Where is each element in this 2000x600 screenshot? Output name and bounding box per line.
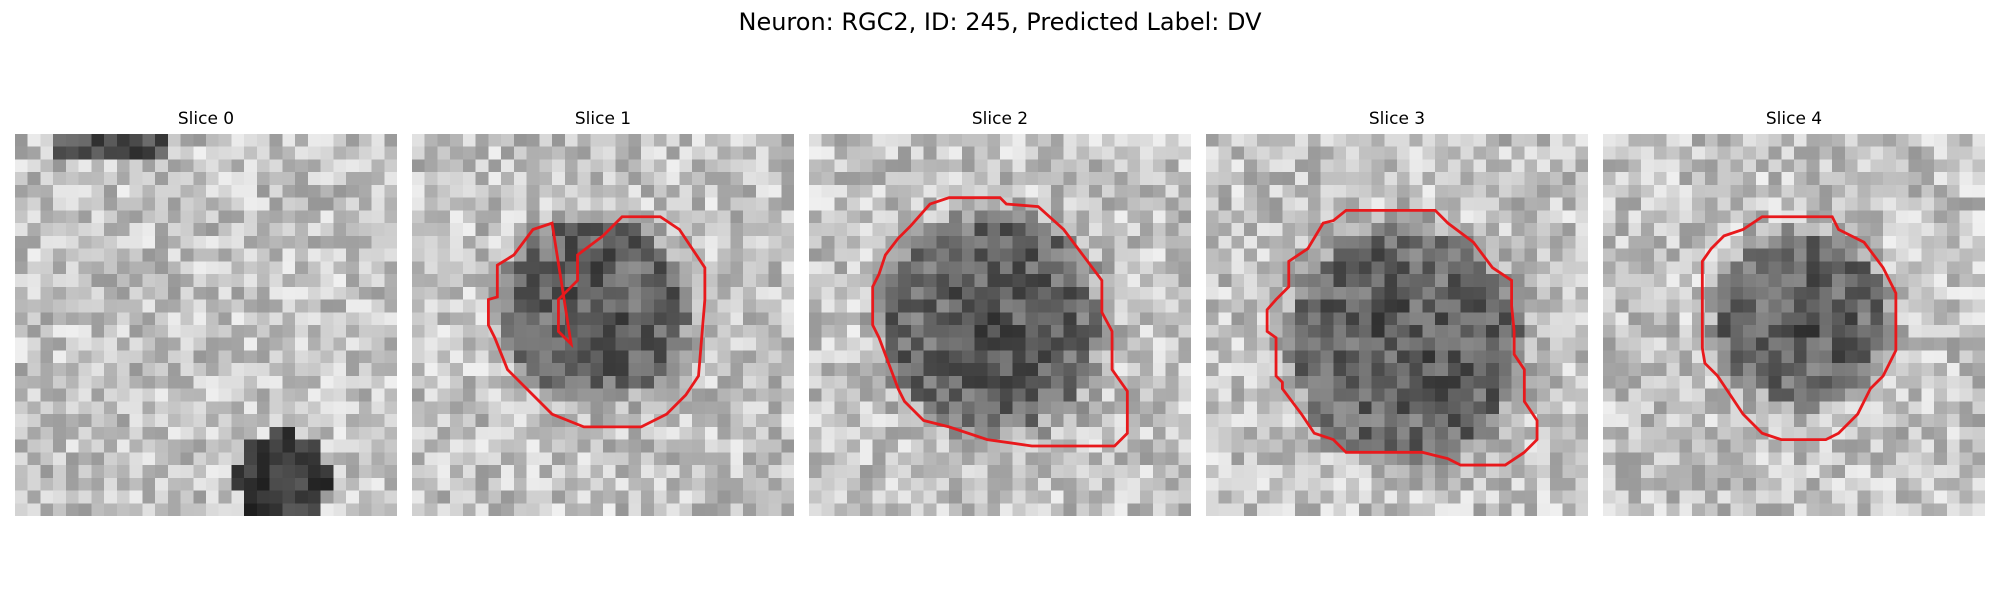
panel-slice-1: Slice 1: [412, 110, 794, 516]
slice-image: [412, 134, 794, 516]
slice-image: [1206, 134, 1588, 516]
panel-title: Slice 2: [971, 109, 1029, 129]
slice-image: [15, 134, 397, 516]
segmentation-outline: [486, 215, 707, 429]
slice-image: [1603, 134, 1985, 516]
panel-slice-3: Slice 3: [1206, 110, 1588, 516]
figure-title: Neuron: RGC2, ID: 245, Predicted Label: …: [738, 8, 1262, 36]
panel-title: Slice 4: [1765, 109, 1823, 129]
panel-title: Slice 0: [177, 109, 235, 129]
panel-title: Slice 3: [1368, 109, 1426, 129]
panel-title: Slice 1: [574, 109, 632, 129]
segmentation-outline: [1700, 215, 1898, 442]
segmentation-outline: [1265, 208, 1539, 467]
panel-slice-4: Slice 4: [1603, 110, 1985, 516]
panel-slice-2: Slice 2: [809, 110, 1191, 516]
segmentation-outline: [871, 196, 1129, 448]
slice-image: [809, 134, 1191, 516]
panel-slice-0: Slice 0: [15, 110, 397, 516]
